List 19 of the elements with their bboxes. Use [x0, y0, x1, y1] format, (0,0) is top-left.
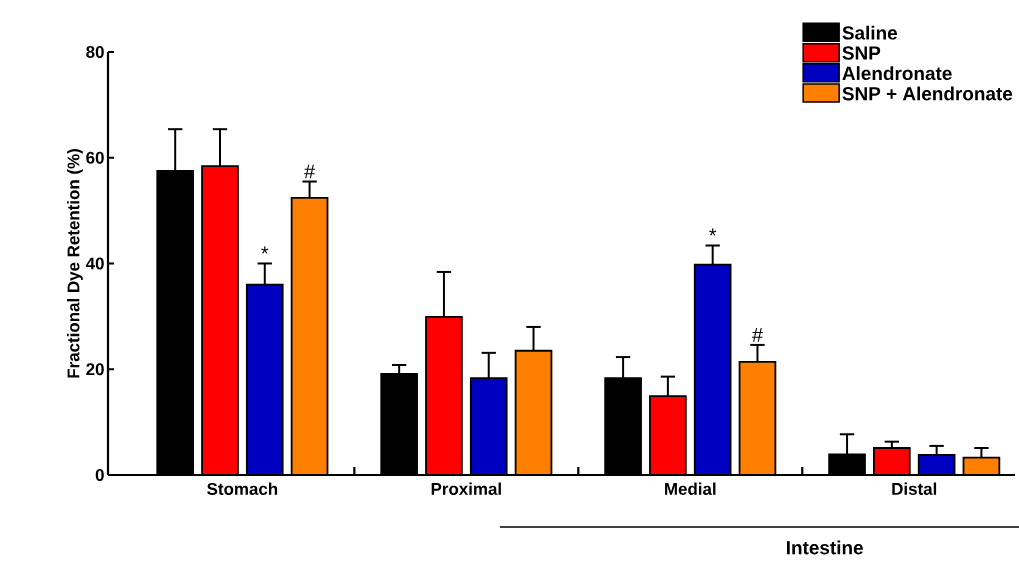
- x-tick-label: Medial: [665, 482, 716, 495]
- x-tick-label: Distal: [892, 482, 937, 495]
- x-tick-label: Stomach: [207, 482, 278, 495]
- text: Intestine: [787, 540, 863, 555]
- annotation: *: [261, 246, 269, 254]
- y-tick-label: 20: [86, 363, 104, 376]
- y-tick-label: 60: [86, 151, 104, 164]
- legend-label: SNP: [842, 46, 881, 60]
- legend-label: Saline: [842, 25, 898, 40]
- legend-label: Alendronate: [842, 66, 952, 81]
- y-tick-label: 80: [86, 45, 104, 58]
- annotation: #: [752, 328, 763, 342]
- y-tick-label: 0: [95, 468, 104, 481]
- legend-label: SNP + Alendronate: [842, 86, 1013, 101]
- y-axis-title: Fractional Dye Retention (%): [67, 149, 83, 378]
- x-tick-label: Proximal: [431, 482, 501, 495]
- y-tick-label: 40: [85, 257, 104, 270]
- annotation: #: [304, 164, 316, 179]
- annotation: *: [709, 228, 717, 236]
